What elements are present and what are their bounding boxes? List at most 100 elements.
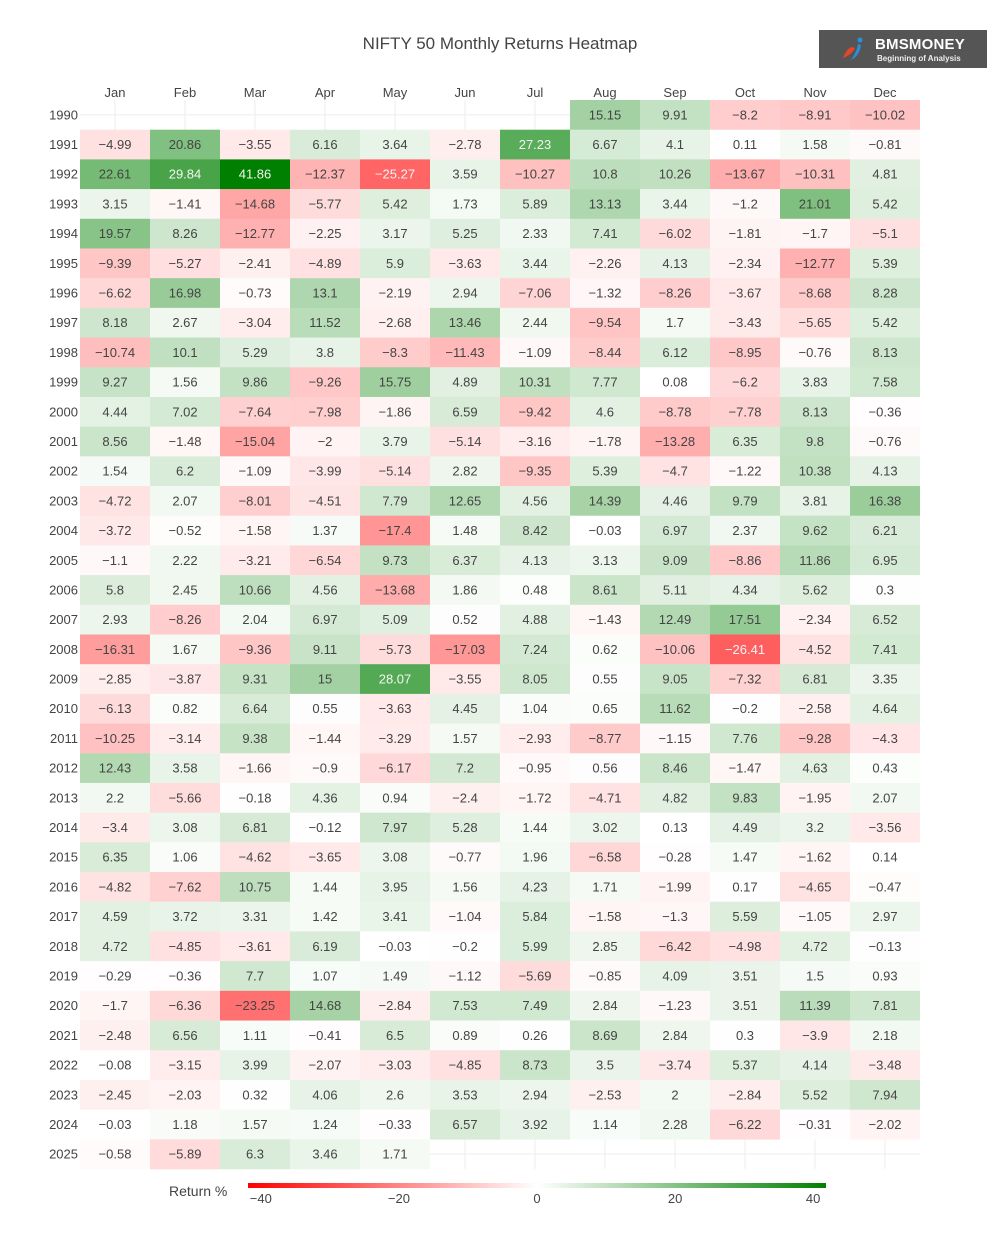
heatmap-cell [640,723,710,754]
cell-label: −3.14 [169,731,202,746]
cell-label: −1.72 [519,790,552,805]
cell-label: 0.56 [592,761,617,776]
cell-label: 5.89 [522,196,547,211]
cell-label: 1.7 [666,315,684,330]
heatmap-cell [570,842,640,873]
cell-label: 8.05 [522,672,547,687]
heatmap-cell [780,961,850,992]
cell-label: 10.66 [239,582,272,597]
cell-label: 2.97 [872,909,897,924]
heatmap-cell [80,961,150,992]
cell-label: 5.39 [592,464,617,479]
heatmap-cell [850,129,920,160]
cell-label: 9.83 [732,790,757,805]
heatmap-cell [150,812,220,843]
cell-label: −8.26 [169,612,202,627]
x-axis-labels: Jan Feb Mar Apr May Jun Jul Aug Sep Oct Nov Dec [105,85,898,100]
heatmap-cell [220,129,290,160]
cell-label: −0.13 [869,939,902,954]
heatmap-cell [80,872,150,903]
cell-label: 6.97 [662,523,687,538]
heatmap-cell [850,278,920,309]
cell-label: 10.1 [172,345,197,360]
cell-label: 1.5 [806,968,824,983]
cell-label: 7.77 [592,375,617,390]
cell-label: −4.89 [309,256,342,271]
cell-label: 9.79 [732,493,757,508]
heatmap-cell [80,1109,150,1140]
heatmap-cell [850,248,920,279]
heatmap-cell [360,812,430,843]
heatmap-cell [500,634,570,665]
cell-label: −8.2 [732,107,758,122]
cell-label: −2.02 [869,1117,902,1132]
cell-label: −2 [318,434,333,449]
cell-label: 4.49 [732,820,757,835]
cell-label: 1.44 [312,879,337,894]
cell-label: 3.8 [316,345,334,360]
cell-label: 5.37 [732,1058,757,1073]
heatmap-cell [360,901,430,932]
cell-label: 9.62 [802,523,827,538]
heatmap-cell [290,693,360,724]
cell-label: −10.27 [515,167,555,182]
cell-label: 5.62 [802,582,827,597]
heatmap-cell [850,486,920,517]
cell-label: −3.43 [729,315,762,330]
cell-label: 1.58 [802,137,827,152]
heatmap-cell [640,1079,710,1110]
y-tick-label: 2016 [49,879,78,894]
heatmap-cell [150,782,220,813]
cell-label: 2.84 [592,998,617,1013]
cell-label: −4.71 [589,790,622,805]
cell-label: 4.59 [102,909,127,924]
heatmap-cell [430,753,500,784]
heatmap-cell [150,664,220,695]
cell-label: 6.37 [452,553,477,568]
heatmap-cell [640,248,710,279]
heatmap-cell [150,753,220,784]
cell-label: 7.76 [732,731,757,746]
heatmap-cell [640,693,710,724]
heatmap-cell [570,278,640,309]
cell-label: 2.94 [522,1087,547,1102]
y-tick-label: 1990 [49,107,78,122]
cell-label: 10.8 [592,167,617,182]
cell-label: −10.06 [655,642,695,657]
cell-label: −10.31 [795,167,835,182]
heatmap-cell [710,575,780,606]
heatmap-cell [430,545,500,576]
x-tick-label: Jun [455,85,476,100]
heatmap-cell [710,990,780,1021]
cell-label: −8.86 [729,553,762,568]
cell-label: −4.7 [662,464,688,479]
heatmap-cell [80,901,150,932]
heatmap-cell [430,278,500,309]
y-tick-label: 1995 [49,256,78,271]
heatmap-cell [570,1020,640,1051]
cell-label: 3.51 [732,998,757,1013]
heatmap-cell [780,426,850,457]
heatmap-cell [500,575,570,606]
cell-label: 4.63 [802,761,827,776]
cell-label: 2.94 [452,286,477,301]
heatmap-cell [80,1139,150,1170]
heatmap-cell [850,901,920,932]
cell-label: −9.54 [589,315,622,330]
heatmap-cell [780,723,850,754]
cell-label: −5.1 [872,226,898,241]
heatmap-cell [150,1020,220,1051]
cell-label: −1.09 [239,464,272,479]
heatmap-cell [570,426,640,457]
heatmap-cell [430,901,500,932]
heatmap-cell [780,1109,850,1140]
cell-label: 19.57 [99,226,132,241]
heatmap-cell [570,396,640,427]
cell-label: 2.84 [662,1028,687,1043]
y-tick-label: 2005 [49,553,78,568]
cell-label: 3.58 [172,761,197,776]
cell-label: 15.75 [379,375,412,390]
heatmap-cell [780,782,850,813]
heatmap-cell [850,990,920,1021]
logo-name: BMSMONEY [875,36,965,53]
